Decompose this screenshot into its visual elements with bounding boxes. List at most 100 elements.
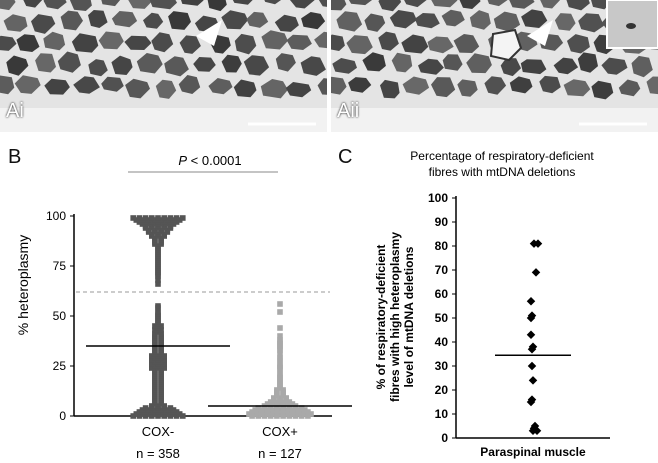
data-point — [164, 227, 171, 233]
muscle-fibre — [101, 76, 124, 92]
muscle-fibre — [553, 57, 579, 75]
data-point — [152, 359, 158, 365]
chart-c-y-axis-label: % of respiratory-deficient fibres with h… — [374, 232, 416, 402]
micrograph-lower-region — [331, 108, 658, 132]
data-point — [158, 359, 164, 365]
data-point — [280, 413, 286, 419]
category-label: COX- — [142, 424, 175, 439]
muscle-fibre — [427, 36, 454, 54]
muscle-fibre — [459, 0, 481, 9]
arrowhead-icon — [196, 20, 222, 46]
muscle-fibre — [469, 10, 491, 30]
muscle-fibre — [391, 52, 413, 73]
muscle-fibre — [539, 75, 561, 94]
muscle-fibre — [554, 13, 576, 31]
data-point — [173, 413, 180, 419]
muscle-fibre — [16, 34, 40, 52]
data-point — [142, 413, 149, 419]
data-point — [249, 409, 255, 415]
chart-c-y-tick-label: 20 — [435, 383, 449, 397]
chart-b-y-axis-label: % heteroplasmy — [15, 235, 31, 335]
muscle-fibre — [431, 0, 458, 8]
data-point — [149, 223, 155, 229]
data-point — [158, 355, 164, 361]
data-point — [267, 409, 274, 415]
muscle-fibre — [43, 0, 67, 10]
muscle-fibre — [0, 75, 15, 95]
data-point — [167, 405, 174, 411]
data-point — [130, 413, 136, 419]
data-point — [155, 413, 161, 419]
data-point — [155, 303, 161, 309]
data-point — [155, 365, 161, 371]
muscle-fibre — [111, 55, 133, 75]
data-point — [277, 309, 283, 315]
data-point — [152, 355, 158, 361]
data-point — [152, 411, 158, 417]
muscle-fibre — [414, 13, 440, 29]
data-point — [155, 231, 161, 237]
muscle-fibre — [136, 53, 163, 74]
data-point — [289, 407, 296, 413]
muscle-fibre — [0, 35, 17, 51]
muscle-fibre — [566, 0, 590, 11]
data-point — [158, 235, 164, 241]
data-point — [136, 409, 143, 415]
muscle-fibre — [567, 34, 590, 54]
data-point — [292, 409, 299, 415]
muscle-fibre — [331, 0, 347, 11]
data-point — [298, 405, 305, 411]
data-point — [170, 411, 177, 417]
data-point — [532, 426, 542, 436]
muscle-fibre — [151, 32, 174, 53]
arrowhead-icon — [527, 20, 553, 46]
data-point — [277, 371, 283, 377]
data-point — [167, 223, 174, 229]
data-point — [176, 217, 183, 223]
data-point — [139, 217, 146, 223]
muscle-fibre — [378, 31, 399, 51]
data-point — [133, 411, 140, 417]
muscle-fibre — [98, 31, 124, 50]
data-point — [161, 223, 167, 229]
chart-c-title-line-2: fibres with mtDNA deletions — [429, 165, 576, 179]
data-point — [277, 395, 283, 401]
muscle-fibre — [57, 51, 81, 73]
data-point — [149, 219, 155, 225]
data-point — [164, 407, 171, 413]
muscle-fibre — [364, 13, 386, 32]
data-point — [152, 363, 158, 369]
data-point — [277, 361, 283, 367]
data-point — [155, 281, 161, 287]
data-point — [161, 219, 167, 225]
data-point — [277, 333, 283, 339]
muscle-fibre — [318, 0, 327, 7]
data-point — [264, 401, 271, 407]
muscle-fibre — [260, 79, 288, 99]
data-point — [161, 361, 167, 367]
chart-c-y-tick-label: 10 — [435, 407, 449, 421]
muscle-fibre — [232, 0, 253, 5]
muscle-fibre — [128, 0, 153, 9]
data-point — [139, 411, 146, 417]
muscle-fibre — [181, 0, 204, 6]
data-point — [264, 411, 271, 417]
muscle-fibre — [484, 76, 507, 95]
data-point — [136, 219, 143, 225]
data-point — [167, 219, 174, 225]
muscle-fibre — [286, 34, 312, 50]
data-point — [152, 331, 158, 337]
chart-c-y-tick-label: 30 — [435, 359, 449, 373]
data-point — [158, 323, 164, 329]
chart-c-y-tick-label: 50 — [435, 311, 449, 325]
data-point — [252, 411, 258, 417]
muscle-fibre — [125, 78, 150, 99]
muscle-fibre — [221, 10, 248, 30]
data-point — [145, 227, 152, 233]
micrograph-ai-image — [0, 0, 327, 132]
data-point — [173, 409, 180, 415]
data-point — [527, 361, 537, 371]
data-point — [255, 413, 262, 419]
muscle-fibre — [301, 12, 326, 30]
muscle-fibre — [178, 75, 201, 94]
